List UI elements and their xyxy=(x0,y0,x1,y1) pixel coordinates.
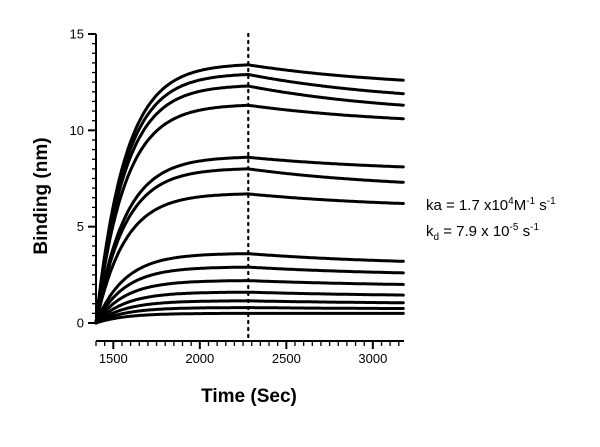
ka-unit-exponent: -1 xyxy=(526,196,536,207)
kd-suffix: s xyxy=(518,223,531,240)
y-axis-title: Binding (nm) xyxy=(31,137,52,254)
binding-curve-11 xyxy=(94,290,405,325)
x-tick-label: 2000 xyxy=(185,351,214,366)
binding-curve-14 xyxy=(94,311,405,325)
x-axis-title: Time (Sec) xyxy=(201,386,297,407)
binding-curve-13 xyxy=(94,306,405,325)
x-tick-label: 1500 xyxy=(99,351,128,366)
ka-suffix-exponent: -1 xyxy=(546,196,556,207)
kd-k: k xyxy=(426,223,434,240)
kd-subscript: d xyxy=(433,232,440,243)
ka-unit: M xyxy=(513,197,527,214)
plot-layer xyxy=(94,32,405,343)
y-tick-label: 10 xyxy=(70,123,84,138)
x-tick-label: 3000 xyxy=(358,351,387,366)
kd-exponent: -5 xyxy=(509,222,519,233)
y-tick-label: 0 xyxy=(77,316,84,331)
binding-curve-1 xyxy=(94,63,405,325)
binding-curve-7 xyxy=(94,192,405,325)
binding-curve-4 xyxy=(94,103,405,325)
kd-annotation: kd = 7.9 x 10-5 s-1 xyxy=(426,219,539,247)
binding-curve-6 xyxy=(94,167,405,325)
binding-curve-8 xyxy=(94,252,405,325)
kd-value: = 7.9 x 10 xyxy=(439,223,510,240)
binding-curve-10 xyxy=(94,279,405,325)
ka-exponent: 4 xyxy=(508,196,514,207)
binding-curve-3 xyxy=(94,84,405,325)
ka-prefix: ka = 1.7 x10 xyxy=(426,197,509,214)
binding-curve-9 xyxy=(94,265,405,325)
binding-curve-5 xyxy=(94,155,405,325)
axis-layer: 0 5 10 15 1500 2000 2500 3000 xyxy=(70,27,404,366)
binding-curve-2 xyxy=(94,73,405,325)
binding-curve-12 xyxy=(94,299,405,325)
kd-suffix-exponent: -1 xyxy=(530,222,540,233)
ka-suffix: s xyxy=(535,197,547,214)
x-tick-label: 2500 xyxy=(272,351,301,366)
y-tick-label: 5 xyxy=(77,219,84,234)
ka-annotation: ka = 1.7 x104M-1 s-1 xyxy=(426,193,556,215)
y-tick-label: 15 xyxy=(70,27,84,42)
